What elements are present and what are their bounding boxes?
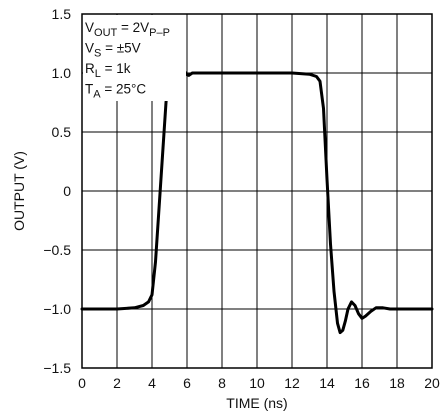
series-line — [80, 47, 434, 335]
x-tick-label: 16 — [354, 375, 370, 391]
y-tick-label: −0.5 — [43, 242, 71, 258]
x-tick-label: 14 — [319, 375, 335, 391]
x-tick-label: 0 — [78, 375, 86, 391]
tick-labels: 0 2 4 6 8 10 12 14 16 18 20 −1.5 −1.0 −0.5 0 0.5 1.0 1.5 — [43, 6, 440, 391]
x-tick-label: 4 — [148, 375, 156, 391]
annotation-background — [83, 15, 186, 101]
x-tick-label: 8 — [218, 375, 226, 391]
x-tick-label: 10 — [249, 375, 265, 391]
x-tick-label: 18 — [389, 375, 405, 391]
y-tick-label: 1.5 — [52, 6, 72, 22]
y-tick-label: 0.5 — [52, 124, 72, 140]
x-tick-label: 6 — [183, 375, 191, 391]
y-tick-label: −1.5 — [43, 360, 71, 376]
y-tick-label: −1.0 — [43, 301, 71, 317]
y-axis-label: OUTPUT (V) — [11, 151, 27, 231]
plot-frame — [81, 13, 433, 369]
annotation-line: VS = ±5V — [85, 41, 141, 60]
y-tick-label: 0 — [63, 183, 71, 199]
annotation-line: RL = 1k — [85, 61, 131, 80]
annotation-line: VOUT = 2VP–P — [85, 20, 170, 39]
x-tick-label: 2 — [113, 375, 121, 391]
x-tick-label: 20 — [424, 375, 440, 391]
x-axis-label: TIME (ns) — [226, 395, 287, 411]
series-layer — [80, 47, 434, 335]
x-tick-label: 12 — [284, 375, 300, 391]
y-tick-label: 1.0 — [52, 65, 72, 81]
annotation-line: TA = 25°C — [85, 82, 146, 101]
